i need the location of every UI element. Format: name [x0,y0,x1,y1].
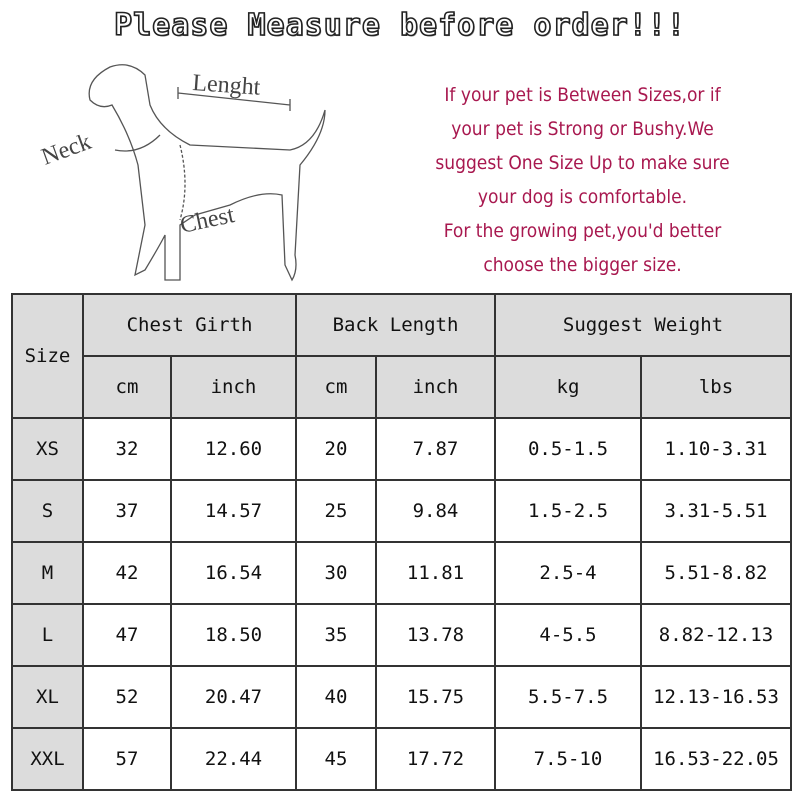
table-row: M 42 16.54 30 11.81 2.5-4 5.51-8.82 [11,541,792,605]
value-cell: 7.5-10 [494,727,642,791]
unit-header-row: cm inch cm inch kg lbs [12,355,792,419]
group-header-row: Size Chest Girth Back Length Suggest Wei… [11,293,792,419]
unit-header: inch [375,355,496,419]
value-cell: 37 [82,479,172,543]
dog-measurement-diagram: Lenght Neck Chest [38,64,326,282]
chest-line [179,144,186,221]
value-cell: 3.31-5.51 [640,479,792,543]
value-cell: 40 [295,665,377,729]
value-cell: 45 [295,727,377,791]
value-cell: 12.13-16.53 [640,665,792,729]
back-length-header: Back Length [295,293,496,357]
value-cell: 15.75 [375,665,496,729]
unit-header: inch [170,355,297,419]
unit-header: cm [295,355,377,419]
size-header: Size [11,293,84,419]
sizing-advice: If your pet is Between Sizes,or if your … [395,78,770,282]
note-line: your pet is Strong or Bushy.We [451,118,714,140]
value-cell: 47 [82,603,172,667]
value-cell: 57 [82,727,172,791]
value-cell: 1.5-2.5 [494,479,642,543]
table-row: S 37 14.57 25 9.84 1.5-2.5 3.31-5.51 [11,479,792,543]
value-cell: 2.5-4 [494,541,642,605]
size-chart-table: Size Chest Girth Back Length Suggest Wei… [11,293,792,791]
note-line: If your pet is Between Sizes,or if [444,84,721,106]
value-cell: 4-5.5 [494,603,642,667]
size-cell: XL [11,665,84,729]
value-cell: 8.82-12.13 [640,603,792,667]
suggest-weight-header: Suggest Weight [494,293,792,357]
value-cell: 20.47 [170,665,297,729]
value-cell: 11.81 [375,541,496,605]
neck-label: Neck [38,129,94,171]
value-cell: 42 [82,541,172,605]
value-cell: 30 [295,541,377,605]
neck-line [114,134,161,152]
value-cell: 25 [295,479,377,543]
value-cell: 0.5-1.5 [494,417,642,481]
table-row: L 47 18.50 35 13.78 4-5.5 8.82-12.13 [11,603,792,667]
length-line [177,87,291,111]
value-cell: 14.57 [170,479,297,543]
unit-header: lbs [640,355,792,419]
value-cell: 20 [295,417,377,481]
value-cell: 18.50 [170,603,297,667]
size-cell: L [11,603,84,667]
dog-outline [88,64,326,282]
value-cell: 17.72 [375,727,496,791]
size-cell: M [11,541,84,605]
value-cell: 13.78 [375,603,496,667]
unit-header: cm [82,355,172,419]
value-cell: 12.60 [170,417,297,481]
length-label: Lenght [192,70,262,101]
value-cell: 16.53-22.05 [640,727,792,791]
value-cell: 32 [82,417,172,481]
unit-header: kg [494,355,642,419]
value-cell: 9.84 [375,479,496,543]
size-cell: XS [11,417,84,481]
value-cell: 16.54 [170,541,297,605]
note-line: suggest One Size Up to make sure [435,152,730,174]
note-line: your dog is comfortable. [477,186,688,208]
value-cell: 1.10-3.31 [640,417,792,481]
value-cell: 5.51-8.82 [640,541,792,605]
note-line: choose the bigger size. [483,254,682,276]
value-cell: 52 [82,665,172,729]
value-cell: 5.5-7.5 [494,665,642,729]
size-cell: XXL [11,727,84,791]
table-row: XXL 57 22.44 45 17.72 7.5-10 16.53-22.05 [11,727,792,791]
size-cell: S [11,479,84,543]
value-cell: 22.44 [170,727,297,791]
table-row: XL 52 20.47 40 15.75 5.5-7.5 12.13-16.53 [11,665,792,729]
value-cell: 35 [295,603,377,667]
note-line: For the growing pet,you'd better [443,220,722,242]
chest-girth-header: Chest Girth [82,293,297,357]
table-row: XS 32 12.60 20 7.87 0.5-1.5 1.10-3.31 [11,417,792,481]
page-title: Please Measure before order!!! [113,7,686,44]
chest-label: Chest [178,202,237,239]
value-cell: 7.87 [375,417,496,481]
